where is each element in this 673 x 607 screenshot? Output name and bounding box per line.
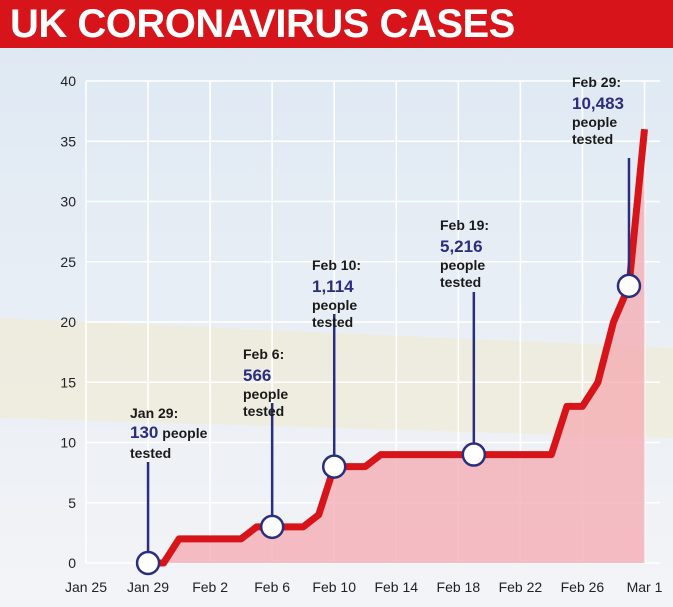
cases-line — [148, 128, 648, 567]
annotation-text: people — [158, 425, 207, 441]
y-tick-label: 30 — [60, 194, 76, 210]
y-tick-label: 10 — [60, 435, 76, 451]
annotation-number: 566 — [243, 366, 271, 385]
x-tick-label: Feb 22 — [499, 579, 543, 595]
x-tick-label: Feb 26 — [561, 579, 605, 595]
y-tick-label: 40 — [60, 73, 76, 89]
y-tick-label: 35 — [60, 133, 76, 149]
annotation-number: 10,483 — [572, 94, 624, 113]
annotation-number: 5,216 — [440, 237, 483, 256]
y-tick-label: 20 — [60, 314, 76, 330]
annotation-marker — [616, 273, 642, 299]
annotation-date: Feb 19: — [440, 217, 489, 233]
y-tick-label: 5 — [68, 495, 76, 511]
x-tick-label: Jan 25 — [65, 579, 107, 595]
annotation-text: people — [243, 386, 288, 402]
y-tick-label: 25 — [60, 254, 76, 270]
annotation-text: people — [312, 297, 357, 313]
annotation-date: Feb 10: — [312, 257, 361, 273]
y-tick-label: 0 — [68, 555, 76, 571]
annotation-number-line: 130 people — [130, 423, 208, 442]
annotation-text: people — [440, 257, 485, 273]
y-tick-label: 15 — [60, 374, 76, 390]
annotation-number: 1,114 — [312, 277, 354, 296]
annotation-text: tested — [130, 445, 171, 461]
x-tick-label: Feb 10 — [312, 579, 356, 595]
annotation-marker — [321, 454, 347, 479]
x-tick-label: Jan 29 — [127, 579, 169, 595]
x-tick-label: Feb 6 — [254, 579, 290, 595]
x-tick-label: Feb 14 — [374, 579, 418, 595]
annotation-text: tested — [312, 314, 353, 330]
cases-area — [148, 129, 645, 563]
x-tick-label: Mar 1 — [627, 579, 663, 595]
cases-chart: 0 5 10 15 20 25 30 35 40 Jan 25 Jan 29 Feb 2 Feb 6 F… — [0, 48, 673, 607]
annotation-marker — [461, 442, 487, 467]
header-banner: UK CORONAVIRUS CASES — [0, 0, 673, 48]
annotation-date: Jan 29: — [130, 405, 178, 421]
annotation-date: Feb 29: — [572, 74, 621, 90]
annotation-text: tested — [243, 403, 284, 419]
annotation-date: Feb 6: — [243, 346, 284, 362]
annotation-text: tested — [572, 131, 613, 147]
chart-title: UK CORONAVIRUS CASES — [10, 2, 515, 46]
annotation-number: 130 — [130, 423, 158, 442]
annotation-text: tested — [440, 274, 481, 290]
background-tape-band — [0, 318, 673, 438]
x-tick-label: Feb 18 — [437, 579, 481, 595]
annotation-text: people — [572, 114, 617, 130]
annotation-marker — [259, 514, 285, 540]
annotation-marker — [135, 550, 161, 576]
annotation: Jan 29: 130 people tested — [130, 405, 208, 576]
x-tick-label: Feb 2 — [192, 579, 228, 595]
